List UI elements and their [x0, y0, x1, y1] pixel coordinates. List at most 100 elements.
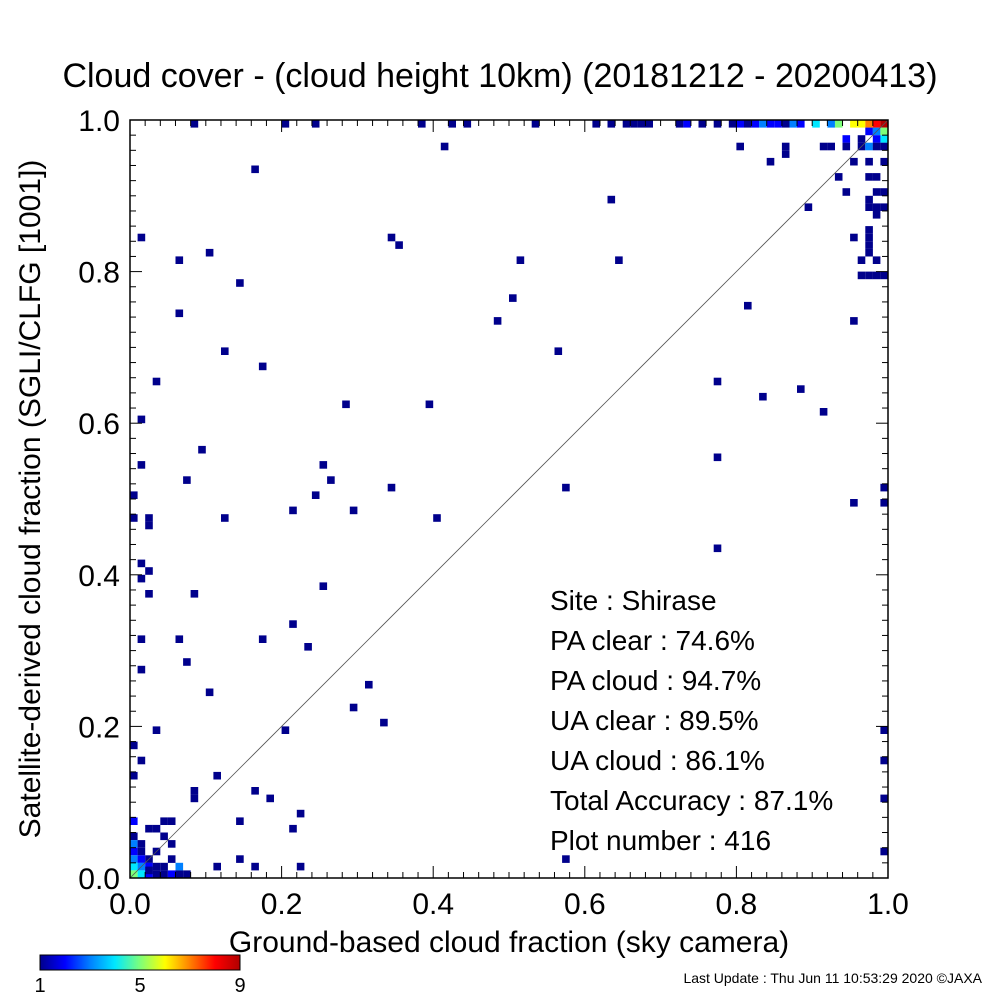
heatmap-cell	[880, 483, 888, 492]
stats-line: Total Accuracy : 87.1%	[550, 785, 833, 816]
stats-line: UA clear : 89.5%	[550, 705, 759, 736]
heatmap-cell	[281, 726, 290, 734]
heatmap-cell	[183, 870, 191, 878]
heatmap-cell	[145, 824, 153, 833]
heatmap-cell	[872, 120, 881, 128]
heatmap-cell	[137, 665, 146, 674]
heatmap-cell	[827, 120, 835, 128]
heatmap-cell	[213, 771, 221, 780]
heatmap-cell	[622, 120, 631, 128]
heatmap-cell	[130, 832, 138, 841]
heatmap-cell	[130, 771, 138, 780]
heatmap-cell	[880, 271, 888, 280]
heatmap-cell	[266, 794, 274, 803]
heatmap-cell	[834, 173, 843, 181]
heatmap-cell	[190, 120, 199, 128]
heatmap-cell	[857, 256, 866, 264]
heatmap-cell	[834, 120, 843, 128]
heatmap-cell	[236, 855, 244, 863]
colorbar-tick-label: 9	[234, 975, 245, 997]
heatmap-cell	[137, 855, 146, 863]
heatmap-cell	[774, 120, 782, 128]
heatmap-cell	[175, 256, 184, 264]
heatmap-cell	[289, 620, 297, 628]
heatmap-cell	[713, 453, 722, 462]
heatmap-cell	[137, 559, 146, 568]
heatmap-cell	[137, 461, 146, 469]
heatmap-cell	[236, 817, 244, 825]
heatmap-cell	[152, 377, 161, 386]
colorbar-tick-label: 5	[134, 975, 145, 997]
chart-title: Cloud cover - (cloud height 10km) (20181…	[62, 57, 938, 95]
y-axis-label: Satellite-derived cloud fraction (SGLI/C…	[14, 160, 47, 839]
x-tick-label: 1.0	[867, 888, 909, 921]
heatmap-cell	[319, 582, 328, 590]
x-tick-label: 0.6	[564, 888, 606, 921]
heatmap-cell	[221, 514, 229, 522]
heatmap-cell	[842, 135, 851, 143]
heatmap-cell	[872, 256, 881, 264]
heatmap-cell	[137, 870, 146, 878]
y-tick-label: 0.6	[78, 408, 120, 441]
heatmap-cell	[418, 120, 426, 128]
heatmap-cell	[175, 870, 184, 878]
heatmap-cell	[190, 794, 199, 803]
heatmap-cell	[713, 544, 722, 553]
heatmap-cell	[387, 483, 396, 492]
heatmap-cell	[698, 120, 707, 128]
heatmap-cell	[365, 680, 373, 689]
colorbar-tick-label: 1	[34, 975, 45, 997]
heatmap-cell	[872, 211, 881, 219]
stats-line: PA clear : 74.6%	[550, 625, 755, 656]
heatmap-cell	[137, 635, 146, 643]
heatmap-cell	[130, 514, 138, 522]
heatmap-cell	[880, 142, 888, 151]
heatmap-cell	[425, 400, 434, 409]
heatmap-cell	[145, 521, 153, 530]
heatmap-cell	[592, 120, 600, 128]
heatmap-cell	[797, 120, 805, 128]
heatmap-cell	[562, 855, 570, 863]
heatmap-cell	[789, 120, 798, 128]
heatmap-cell	[637, 120, 646, 128]
heatmap-cell	[342, 400, 350, 409]
heatmap-cell	[645, 120, 653, 128]
heatmap-cell	[872, 188, 881, 196]
heatmap-cell	[145, 590, 153, 598]
heatmap-cell	[289, 824, 297, 833]
heatmap-cell	[744, 301, 752, 310]
heatmap-cell	[160, 832, 168, 841]
heatmap-cell	[797, 385, 805, 393]
heatmap-cell	[865, 226, 873, 234]
heatmap-cell	[554, 347, 563, 355]
heatmap-cell	[130, 847, 138, 856]
heatmap-cell	[493, 317, 502, 325]
heatmap-cell	[213, 862, 221, 871]
heatmap-cell	[865, 127, 873, 136]
heatmap-cell	[865, 203, 873, 211]
heatmap-cell	[850, 157, 858, 166]
heatmap-cell	[827, 142, 835, 151]
heatmap-cell	[812, 120, 820, 128]
heatmap-cell	[781, 120, 790, 128]
heatmap-cell	[160, 817, 168, 825]
heatmap-cell	[872, 271, 881, 280]
heatmap-cell	[865, 195, 873, 204]
heatmap-cell	[865, 271, 873, 280]
heatmap-cell	[130, 817, 138, 825]
heatmap-cell	[880, 794, 888, 803]
heatmap-cell	[683, 120, 691, 128]
heatmap-cell	[607, 195, 616, 204]
heatmap-cell	[130, 855, 138, 863]
x-axis-label: Ground-based cloud fraction (sky camera)	[229, 926, 789, 959]
colorbar	[39, 954, 241, 971]
heatmap-cell	[433, 514, 441, 522]
heatmap-cell	[198, 445, 206, 454]
heatmap-cell	[857, 120, 866, 128]
heatmap-cell	[880, 756, 888, 765]
heatmap-cell	[289, 506, 297, 515]
heatmap-cell	[865, 233, 873, 242]
heatmap-cell	[258, 362, 267, 371]
heatmap-cell	[167, 870, 176, 878]
heatmap-cell	[448, 120, 456, 128]
